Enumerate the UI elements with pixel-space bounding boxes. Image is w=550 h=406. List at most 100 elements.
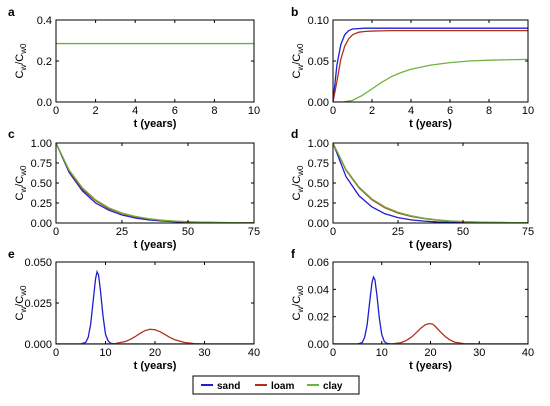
panel-letter-d: d xyxy=(291,127,298,141)
x-tick-label-a: 4 xyxy=(132,105,138,117)
y-tick-label-d: 0.50 xyxy=(308,178,329,190)
y-axis-label-part: w0 xyxy=(19,43,28,55)
y-axis-label-part: w0 xyxy=(19,285,28,297)
x-tick-label-f: 20 xyxy=(424,347,436,359)
y-axis-label-part: /C xyxy=(14,54,26,65)
x-tick-label-c: 75 xyxy=(248,226,260,238)
y-axis-label-part: C xyxy=(291,70,303,78)
panel-b: b 0 2 4 6 8 10 0.00 0.05 0.10 t (years) Cw/Cw0 xyxy=(291,5,534,130)
x-tick-label-a: 2 xyxy=(93,105,99,117)
y-axis-label-e: Cw/Cw0 xyxy=(14,285,28,321)
x-tick-label-b: 0 xyxy=(330,105,336,117)
x-tick-label-c: 50 xyxy=(182,226,194,238)
y-axis-label-f: Cw/Cw0 xyxy=(291,285,305,321)
y-tick-label-d: 1.00 xyxy=(308,138,329,150)
y-axis-label-part: w xyxy=(296,307,305,314)
series-line-d-clay xyxy=(333,142,528,223)
y-tick-label-f: 0.00 xyxy=(308,339,329,351)
y-tick-label-d: 0.75 xyxy=(308,158,329,170)
panel-f: f 0 10 20 30 40 0.00 0.02 0.04 0.06 t (years) Cw/Cw… xyxy=(291,247,534,372)
y-tick-label-c: 0.25 xyxy=(31,198,52,210)
y-tick-label-e: 0.025 xyxy=(24,298,52,310)
y-axis-label-part: w xyxy=(296,65,305,72)
y-tick-label-d: 0.25 xyxy=(308,198,329,210)
panel-letter-c: c xyxy=(8,127,15,141)
y-axis-label-part: /C xyxy=(291,176,303,187)
y-tick-label-c: 0.00 xyxy=(31,218,52,230)
y-tick-label-c: 1.00 xyxy=(31,138,52,150)
series-line-d-sand xyxy=(333,142,528,223)
x-tick-label-e: 10 xyxy=(99,347,111,359)
x-axis-label-e: t (years) xyxy=(134,360,177,372)
y-tick-label-c: 0.50 xyxy=(31,178,52,190)
panel-letter-e: e xyxy=(8,247,15,261)
y-axis-label-part: /C xyxy=(14,176,26,187)
x-axis-label-b: t (years) xyxy=(409,118,452,130)
series-line-e-sand xyxy=(56,269,254,344)
y-tick-label-a: 0.2 xyxy=(37,56,52,68)
y-tick-label-a: 0.0 xyxy=(37,97,52,109)
y-axis-label-part: C xyxy=(291,192,303,200)
y-tick-label-d: 0.00 xyxy=(308,218,329,230)
y-axis-label-d: Cw/Cw0 xyxy=(291,165,305,201)
series-line-c-loam xyxy=(56,142,254,223)
x-tick-label-d: 0 xyxy=(330,226,336,238)
series-line-f-loam xyxy=(333,322,528,344)
y-axis-label-part: /C xyxy=(291,54,303,65)
y-tick-label-e: 0.050 xyxy=(24,257,52,269)
panel-c: c 0 25 50 75 0.00 0.25 0.50 0.75 1.00 t (years) Cw/… xyxy=(8,127,260,251)
panel-a: a 0 2 4 6 8 10 0.0 0.2 0.4 t (years) Cw/Cw0 xyxy=(8,5,260,130)
axes-frame-e xyxy=(55,261,255,345)
y-axis-label-part: w xyxy=(296,187,305,194)
y-tick-label-a: 0.4 xyxy=(37,15,52,27)
x-tick-label-a: 10 xyxy=(248,105,260,117)
y-tick-label-b: 0.10 xyxy=(308,15,329,27)
x-tick-label-b: 4 xyxy=(408,105,414,117)
x-axis-label-d: t (years) xyxy=(409,239,452,251)
y-axis-label-part: w xyxy=(19,307,28,314)
x-tick-label-e: 40 xyxy=(248,347,260,359)
panel-d: d 0 25 50 75 0.00 0.25 0.50 0.75 1.00 t (years) Cw/… xyxy=(291,127,534,251)
x-axis-label-c: t (years) xyxy=(134,239,177,251)
y-axis-label-part: w xyxy=(19,187,28,194)
y-tick-label-b: 0.00 xyxy=(308,97,329,109)
x-tick-label-a: 6 xyxy=(172,105,178,117)
x-tick-label-f: 30 xyxy=(473,347,485,359)
legend-label-sand: sand xyxy=(217,381,240,392)
series-line-b-clay xyxy=(333,58,528,102)
y-axis-label-c: Cw/Cw0 xyxy=(14,165,28,201)
axes-frame-c xyxy=(55,142,255,224)
y-axis-label-part: /C xyxy=(291,296,303,307)
y-tick-label-e: 0.000 xyxy=(24,339,52,351)
panel-letter-a: a xyxy=(8,5,15,19)
y-axis-label-part: C xyxy=(14,70,26,78)
x-tick-label-e: 0 xyxy=(53,347,59,359)
y-tick-label-c: 0.75 xyxy=(31,158,52,170)
legend-label-clay: clay xyxy=(323,381,343,392)
y-axis-label-part: w0 xyxy=(296,285,305,297)
axes-frame-a xyxy=(55,19,255,103)
y-tick-label-f: 0.06 xyxy=(308,257,329,269)
x-tick-label-c: 0 xyxy=(53,226,59,238)
x-tick-label-f: 10 xyxy=(376,347,388,359)
x-tick-label-b: 8 xyxy=(486,105,492,117)
x-axis-label-f: t (years) xyxy=(409,360,452,372)
legend: sand loam clay xyxy=(192,375,360,395)
x-tick-label-c: 25 xyxy=(116,226,128,238)
y-tick-label-f: 0.04 xyxy=(308,284,329,296)
x-tick-label-a: 0 xyxy=(53,105,59,117)
y-axis-label-part: C xyxy=(291,312,303,320)
y-axis-label-part: /C xyxy=(14,296,26,307)
x-tick-label-d: 25 xyxy=(392,226,404,238)
x-tick-label-f: 0 xyxy=(330,347,336,359)
y-axis-label-part: w0 xyxy=(19,165,28,177)
x-tick-label-d: 50 xyxy=(457,226,469,238)
axes-frame-d xyxy=(332,142,529,224)
y-axis-label-b: Cw/Cw0 xyxy=(291,43,305,79)
series-line-f-sand xyxy=(333,275,528,344)
y-tick-label-b: 0.05 xyxy=(308,56,329,68)
x-axis-label-a: t (years) xyxy=(134,118,177,130)
series-line-c-sand xyxy=(56,142,254,223)
y-axis-label-part: w0 xyxy=(296,43,305,55)
